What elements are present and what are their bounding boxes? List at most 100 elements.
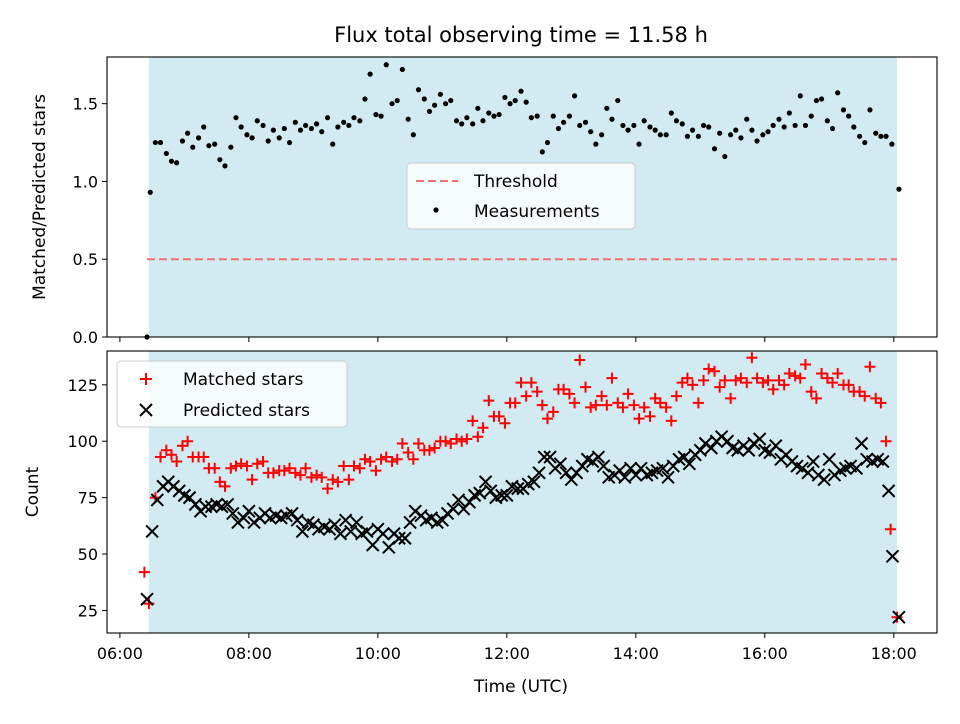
matched-star-point (746, 352, 758, 364)
matched-star-point (654, 397, 666, 409)
measurement-point (829, 125, 836, 132)
matched-star-point (536, 399, 548, 411)
matched-star-point (885, 523, 897, 535)
measurement-point (308, 125, 315, 132)
measurement-point (367, 71, 373, 77)
measurement-point (582, 119, 589, 125)
measurement-point (319, 129, 325, 135)
measurement-point (631, 122, 637, 129)
top-y-axis-label: Matched/Predicted stars (30, 94, 50, 300)
matched-star-point (289, 467, 301, 479)
measurement-point (502, 94, 508, 101)
predicted-star-point (290, 513, 304, 527)
matched-star-point (461, 433, 473, 445)
matched-star-point (574, 354, 586, 366)
matched-star-point (198, 451, 210, 463)
matched-star-point (520, 390, 532, 402)
measurement-point (491, 113, 497, 119)
matched-star-point (515, 377, 527, 389)
predicted-star-point (220, 497, 235, 512)
predicted-star-point (543, 450, 557, 464)
predicted-star-point (806, 454, 820, 469)
matched-star-point (767, 383, 779, 395)
matched-star-point (251, 458, 263, 470)
matched-star-point (827, 377, 839, 389)
bottom-y-tick-label: 50 (78, 545, 98, 564)
matched-star-point (445, 437, 457, 449)
measurement-point (749, 127, 755, 133)
measurement-point (609, 116, 615, 122)
measurement-point (341, 119, 347, 125)
matched-star-point (375, 453, 387, 465)
predicted-star-point (885, 549, 900, 564)
x-tick-label: 08:00 (226, 644, 272, 663)
matched-star-point (714, 381, 726, 393)
legend-predicted-label: Predicted stars (183, 401, 310, 421)
measurement-point (464, 115, 470, 121)
matched-star-point (681, 372, 693, 384)
measurement-point (599, 132, 605, 138)
predicted-star-point (237, 511, 251, 525)
measurement-point (824, 118, 830, 124)
measurement-point (684, 133, 691, 139)
measurement-point (518, 88, 524, 94)
measurement-point (636, 141, 642, 147)
predicted-star-point (682, 457, 697, 471)
measurement-point (238, 124, 244, 130)
matched-star-point (789, 370, 801, 382)
measurement-point (776, 116, 782, 122)
measurement-point (512, 97, 518, 104)
measurement-point (846, 113, 852, 119)
matched-star-point (311, 469, 323, 481)
measurement-point (668, 110, 674, 116)
matched-star-point (155, 451, 167, 463)
matched-star-point (730, 374, 742, 386)
measurement-point (185, 130, 191, 136)
measurement-point (244, 132, 250, 138)
matched-star-point (638, 401, 650, 413)
measurement-point (217, 157, 223, 163)
measurement-point (421, 96, 427, 102)
measurement-point (415, 87, 422, 93)
predicted-star-point (484, 484, 498, 498)
predicted-star-point (295, 524, 310, 539)
top-y-tick-label: 1.0 (73, 172, 98, 191)
measurement-point (297, 127, 304, 133)
measurement-point (889, 141, 895, 147)
matched-star-point (585, 401, 597, 413)
matched-star-point (472, 431, 484, 443)
matched-star-point (284, 462, 296, 474)
matched-star-point (875, 397, 887, 409)
measurement-point (615, 97, 621, 104)
predicted-star-point (553, 457, 568, 471)
predicted-star-point (741, 443, 756, 457)
measurement-point (867, 107, 873, 113)
measurement-point (700, 122, 707, 129)
matched-star-point (891, 611, 903, 623)
measurement-point (174, 160, 180, 166)
measurement-point (228, 144, 234, 150)
matched-star-point (219, 480, 231, 492)
predicted-star-point (629, 468, 643, 482)
top-axes-frame (106, 56, 938, 338)
bottom-y-tick-label: 75 (78, 489, 98, 508)
measurement-point (738, 135, 744, 141)
measurement-point (373, 111, 379, 118)
predicted-star-point (801, 466, 815, 480)
matched-star-point (440, 435, 452, 447)
measurement-point (539, 149, 545, 155)
matched-star-point (477, 422, 489, 434)
matched-star-point (832, 368, 844, 380)
top-y-tick-label: 0.5 (73, 250, 98, 269)
measurement-point (523, 99, 529, 105)
measurement-point (389, 101, 395, 107)
matched-star-point (628, 399, 640, 411)
matched-star-point (364, 456, 376, 468)
matched-star-point (294, 469, 306, 481)
matched-star-point (670, 390, 682, 402)
matched-star-point (531, 386, 543, 398)
matched-star-point (209, 462, 221, 474)
measurement-point (851, 124, 857, 130)
measurement-point (528, 115, 534, 121)
matched-star-point (580, 381, 592, 393)
